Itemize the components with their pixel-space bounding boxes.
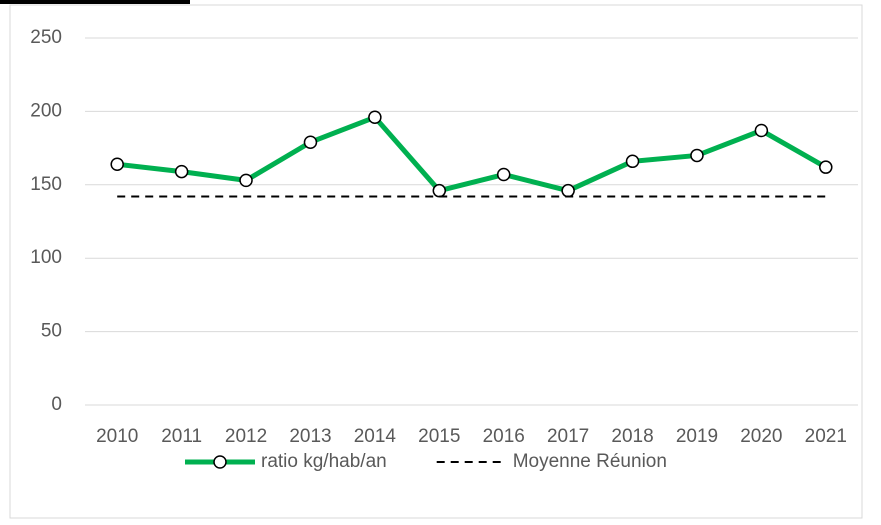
x-tick-label: 2018 bbox=[611, 426, 653, 447]
data-point bbox=[110, 157, 124, 171]
data-point bbox=[432, 183, 447, 198]
data-point bbox=[754, 123, 769, 138]
x-tick-label: 2021 bbox=[805, 426, 847, 447]
data-point bbox=[690, 148, 704, 163]
x-tick-label: 2019 bbox=[676, 426, 718, 447]
y-tick-label: 0 bbox=[51, 394, 62, 415]
x-tick-label: 2012 bbox=[225, 426, 267, 447]
y-tick-label: 250 bbox=[30, 27, 62, 48]
data-point bbox=[303, 135, 318, 149]
data-point bbox=[368, 110, 382, 125]
x-tick-label: 2013 bbox=[289, 426, 331, 447]
legend-label: Moyenne Réunion bbox=[513, 451, 667, 472]
series-line bbox=[116, 114, 828, 194]
data-point bbox=[496, 167, 511, 182]
x-tick-label: 2014 bbox=[354, 426, 397, 447]
y-tick-label: 150 bbox=[30, 174, 62, 195]
x-tick-label: 2015 bbox=[418, 426, 460, 447]
data-point bbox=[174, 164, 189, 179]
chart-frame bbox=[9, 4, 863, 519]
y-tick-label: 50 bbox=[41, 321, 62, 342]
x-tick-label: 2016 bbox=[483, 426, 525, 447]
data-point bbox=[625, 154, 640, 169]
legend-label: ratio kg/hab/an bbox=[261, 451, 387, 472]
cropped-heading bbox=[0, 0, 190, 4]
x-tick-label: 2010 bbox=[96, 426, 138, 447]
data-point bbox=[239, 173, 253, 188]
y-tick-label: 100 bbox=[30, 247, 62, 268]
data-point bbox=[561, 183, 575, 198]
x-tick-label: 2011 bbox=[161, 426, 202, 447]
x-tick-label: 2017 bbox=[547, 426, 589, 447]
y-tick-label: 200 bbox=[30, 100, 62, 121]
legend-marker bbox=[213, 455, 227, 469]
data-point bbox=[819, 160, 833, 174]
x-tick-label: 2020 bbox=[740, 426, 782, 447]
